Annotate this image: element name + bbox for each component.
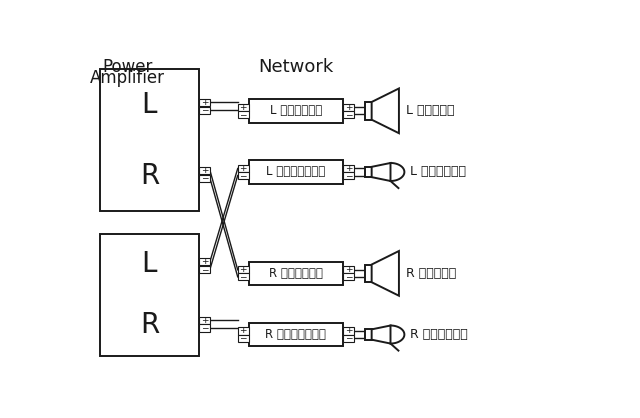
Text: L: L bbox=[141, 250, 157, 278]
Bar bbox=[199, 107, 210, 114]
Bar bbox=[365, 265, 372, 282]
Text: +: + bbox=[239, 164, 247, 173]
Bar bbox=[199, 324, 210, 331]
Text: Amplifier: Amplifier bbox=[90, 69, 164, 87]
Text: L トゥイーター用: L トゥイーター用 bbox=[266, 166, 325, 178]
Text: −: − bbox=[201, 324, 208, 333]
Bar bbox=[249, 99, 343, 122]
Bar bbox=[343, 273, 354, 280]
Bar bbox=[237, 111, 249, 118]
Bar bbox=[100, 69, 199, 211]
Text: +: + bbox=[239, 326, 247, 336]
Text: R ウーファー用: R ウーファー用 bbox=[269, 267, 323, 280]
Text: +: + bbox=[344, 326, 352, 336]
Bar bbox=[343, 111, 354, 118]
Bar bbox=[237, 165, 249, 172]
Text: +: + bbox=[201, 316, 208, 325]
Text: L ウーファー用: L ウーファー用 bbox=[269, 104, 322, 117]
Bar bbox=[199, 175, 210, 182]
Text: +: + bbox=[344, 103, 352, 112]
Text: +: + bbox=[239, 265, 247, 274]
Text: +: + bbox=[201, 166, 208, 175]
Bar bbox=[343, 266, 354, 273]
Polygon shape bbox=[372, 251, 399, 296]
Text: −: − bbox=[201, 173, 208, 183]
Text: +: + bbox=[239, 103, 247, 112]
Bar bbox=[249, 160, 343, 184]
Bar bbox=[343, 172, 354, 179]
Text: −: − bbox=[201, 106, 208, 115]
Text: −: − bbox=[344, 334, 352, 342]
Bar bbox=[343, 104, 354, 111]
Text: R トゥイーター用: R トゥイーター用 bbox=[266, 328, 326, 341]
Bar bbox=[343, 165, 354, 172]
Bar bbox=[343, 334, 354, 342]
Bar bbox=[199, 99, 210, 106]
Polygon shape bbox=[372, 89, 399, 133]
Text: R ウーファー: R ウーファー bbox=[406, 267, 456, 280]
Bar bbox=[237, 327, 249, 334]
Text: R: R bbox=[140, 311, 159, 339]
Text: −: − bbox=[239, 171, 247, 180]
Text: L ウーファー: L ウーファー bbox=[406, 104, 455, 117]
Bar bbox=[365, 329, 372, 340]
Text: +: + bbox=[201, 98, 208, 107]
Text: +: + bbox=[201, 257, 208, 266]
Bar bbox=[199, 258, 210, 265]
Bar bbox=[343, 327, 354, 334]
Text: R: R bbox=[140, 162, 159, 190]
Text: L トゥイーター: L トゥイーター bbox=[410, 166, 467, 178]
Text: Power: Power bbox=[102, 58, 152, 76]
Bar bbox=[365, 102, 372, 120]
Polygon shape bbox=[372, 326, 390, 344]
Text: R トゥイーター: R トゥイーター bbox=[410, 328, 468, 341]
Bar bbox=[249, 323, 343, 346]
Bar bbox=[237, 266, 249, 273]
Bar bbox=[199, 167, 210, 174]
Text: −: − bbox=[239, 334, 247, 342]
Bar bbox=[237, 104, 249, 111]
Bar bbox=[237, 334, 249, 342]
Text: −: − bbox=[344, 110, 352, 119]
Text: −: − bbox=[239, 110, 247, 119]
Polygon shape bbox=[372, 163, 390, 181]
Bar bbox=[365, 167, 372, 177]
Bar bbox=[100, 234, 199, 356]
Bar bbox=[249, 262, 343, 285]
Text: −: − bbox=[344, 273, 352, 281]
Bar bbox=[237, 273, 249, 280]
Text: −: − bbox=[201, 265, 208, 274]
Text: Network: Network bbox=[258, 58, 333, 76]
Text: +: + bbox=[344, 265, 352, 274]
Text: +: + bbox=[344, 164, 352, 173]
Text: L: L bbox=[141, 91, 157, 119]
Bar bbox=[237, 172, 249, 179]
Bar bbox=[199, 266, 210, 273]
Text: −: − bbox=[344, 171, 352, 180]
Text: −: − bbox=[239, 273, 247, 281]
Bar bbox=[199, 317, 210, 324]
